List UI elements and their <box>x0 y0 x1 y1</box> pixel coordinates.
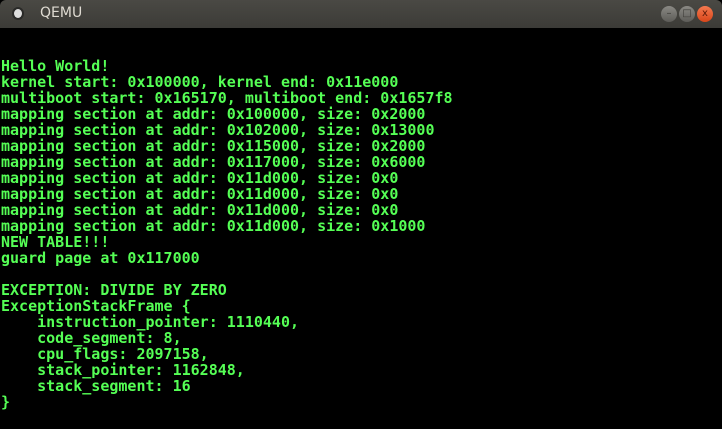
console-line: mapping section at addr: 0x115000, size:… <box>1 137 426 155</box>
console-line: Hello World! <box>1 57 110 75</box>
console-line: mapping section at addr: 0x11d000, size:… <box>1 169 399 187</box>
console-line: multiboot start: 0x165170, multiboot end… <box>1 89 453 107</box>
console-line: mapping section at addr: 0x102000, size:… <box>1 121 435 139</box>
maximize-button[interactable]: □ <box>679 6 695 22</box>
vm-display[interactable]: Hello World! kernel start: 0x100000, kern… <box>0 28 722 429</box>
console-line: ExceptionStackFrame { <box>1 297 191 315</box>
console-line: stack_segment: 16 <box>1 377 191 395</box>
console-line: mapping section at addr: 0x11d000, size:… <box>1 217 426 235</box>
console-output: Hello World! kernel start: 0x100000, kern… <box>1 58 453 410</box>
console-line <box>1 266 453 282</box>
console-line: instruction_pointer: 1110440, <box>1 313 300 331</box>
title-bar[interactable]: QEMU – □ x <box>0 0 722 28</box>
console-line: mapping section at addr: 0x11d000, size:… <box>1 185 399 203</box>
console-line: code_segment: 8, <box>1 329 182 347</box>
console-line: mapping section at addr: 0x117000, size:… <box>1 153 426 171</box>
console-line: NEW TABLE!!! <box>1 233 110 251</box>
console-line: kernel start: 0x100000, kernel end: 0x11… <box>1 73 399 91</box>
console-line: EXCEPTION: DIVIDE BY ZERO <box>1 281 227 299</box>
qemu-app-icon <box>14 9 22 18</box>
window-title: QEMU <box>40 5 83 21</box>
minimize-button[interactable]: – <box>661 6 677 22</box>
console-line: stack_pointer: 1162848, <box>1 361 245 379</box>
console-line: guard page at 0x117000 <box>1 249 200 267</box>
console-line: cpu_flags: 2097158, <box>1 345 209 363</box>
console-line: } <box>1 393 11 411</box>
console-line: mapping section at addr: 0x11d000, size:… <box>1 201 399 219</box>
close-button[interactable]: x <box>697 6 713 22</box>
console-line: mapping section at addr: 0x100000, size:… <box>1 105 426 123</box>
